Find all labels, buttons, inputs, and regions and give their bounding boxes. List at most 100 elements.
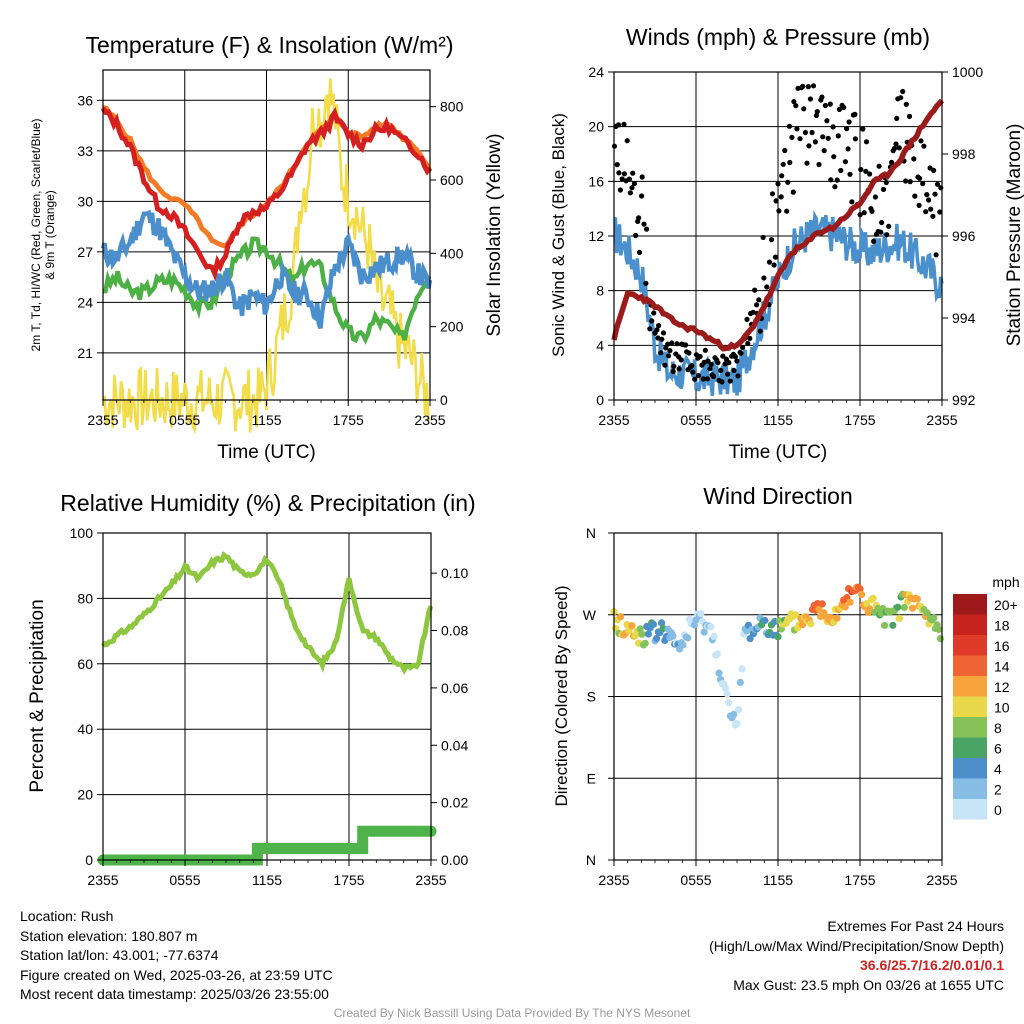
gust-point: [630, 170, 636, 176]
wind-y2tick-label: 996: [952, 228, 976, 244]
gust-point: [689, 363, 695, 369]
speed-legend-label: 20+: [994, 597, 1018, 613]
direction-point: [833, 614, 841, 622]
temp-chart-title: Temperature (F) & Insolation (W/m²): [85, 32, 453, 58]
gust-point: [812, 139, 819, 145]
rh-ytick-label: 100: [70, 525, 94, 541]
gust-point: [757, 328, 763, 334]
speed-legend-swatch: [953, 614, 987, 635]
wind-ytick-label: 8: [596, 283, 604, 299]
gust-point: [651, 310, 657, 316]
gust-point: [621, 171, 628, 177]
gust-point: [884, 232, 890, 238]
gust-point: [797, 136, 803, 142]
gust-point: [810, 83, 817, 89]
gust-point: [809, 129, 815, 136]
gust-point: [643, 280, 649, 286]
gust-point: [903, 178, 909, 184]
gust-point: [669, 340, 675, 346]
gust-point: [847, 171, 853, 177]
temp-xtick-label: 0555: [169, 412, 200, 428]
temp-ytick-label: 33: [77, 143, 93, 159]
gust-point: [772, 254, 779, 260]
temp-y2tick-label: 400: [440, 245, 464, 261]
gust-point: [900, 88, 906, 95]
gust-point: [861, 210, 867, 216]
gust-point: [835, 133, 841, 139]
gust-point: [747, 335, 753, 341]
direction-point: [923, 609, 931, 617]
gust-point: [754, 302, 760, 308]
gust-point: [806, 143, 812, 149]
temp-y2tick-label: 200: [440, 319, 464, 335]
speed-legend-swatch: [953, 655, 987, 676]
extremes-heading: Extremes For Past 24 Hours: [827, 918, 1004, 934]
gust-point: [726, 360, 732, 366]
temp-ytick-label: 30: [77, 193, 93, 209]
dir-ytick-label: S: [587, 689, 596, 705]
wind-series: [611, 83, 945, 396]
wind-y2tick-label: 998: [952, 146, 976, 162]
direction-point: [935, 625, 943, 634]
temp-2m-series: [100, 106, 432, 282]
gust-point: [734, 358, 740, 364]
gust-point: [928, 206, 934, 212]
direction-point: [733, 720, 741, 728]
rh-y2tick-label: 0.04: [441, 737, 468, 753]
gust-point: [760, 234, 766, 240]
direction-point: [807, 620, 815, 628]
gust-point: [842, 159, 849, 165]
gust-point: [686, 350, 692, 356]
gust-point: [790, 189, 796, 195]
gust-point: [886, 223, 892, 229]
speed-legend-label: 10: [994, 700, 1010, 716]
gust-point: [785, 179, 791, 185]
speed-legend-swatch: [953, 594, 987, 615]
temp-ytick-label: 21: [77, 345, 93, 361]
speed-legend-label: 2: [994, 782, 1002, 798]
direction-point: [889, 621, 897, 629]
dir-xtick-label: 0555: [680, 872, 711, 888]
rh-ytick-label: 20: [77, 787, 93, 803]
gust-point: [665, 341, 671, 347]
gust-point: [933, 252, 939, 258]
gust-point: [923, 209, 929, 215]
gust-point: [647, 326, 653, 332]
gust-point: [766, 259, 773, 265]
gust-point: [782, 147, 788, 154]
gust-point: [617, 187, 624, 193]
temp-y2tick-label: 800: [440, 99, 464, 115]
gust-point: [707, 366, 713, 372]
speed-legend-swatch: [953, 758, 987, 779]
speed-legend-label: 6: [994, 741, 1002, 757]
wind-ytick-label: 12: [588, 228, 604, 244]
gust-point: [761, 275, 767, 281]
gust-point: [616, 170, 622, 176]
direction-point: [761, 616, 769, 625]
gust-point: [816, 161, 822, 168]
dir-chart-title: Wind Direction: [703, 483, 853, 509]
direction-point: [738, 665, 746, 673]
station-location: Location: Rush: [20, 908, 114, 924]
gust-point: [615, 122, 622, 128]
dir-ytick-label: W: [583, 607, 597, 623]
gust-point: [708, 361, 714, 368]
gust-point: [801, 106, 807, 112]
rh-y2tick-label: 0.00: [441, 852, 468, 868]
gust-point: [732, 354, 739, 360]
speed-legend: mph 20+ 18 16 14 12 10 8 6 4 2 0: [953, 574, 1020, 820]
direction-point: [900, 603, 908, 612]
gust-point: [731, 367, 737, 374]
gust-point: [780, 161, 786, 167]
temp-ytick-label: 27: [77, 244, 93, 260]
gust-point: [633, 232, 639, 239]
gust-point: [659, 336, 665, 342]
gust-point: [740, 344, 746, 351]
direction-point: [846, 598, 854, 606]
gust-point: [911, 156, 917, 162]
rh-panel: [103, 532, 431, 861]
gust-point: [832, 184, 838, 190]
gust-point: [827, 101, 833, 107]
gust-point: [660, 330, 667, 336]
gust-point: [626, 176, 633, 182]
